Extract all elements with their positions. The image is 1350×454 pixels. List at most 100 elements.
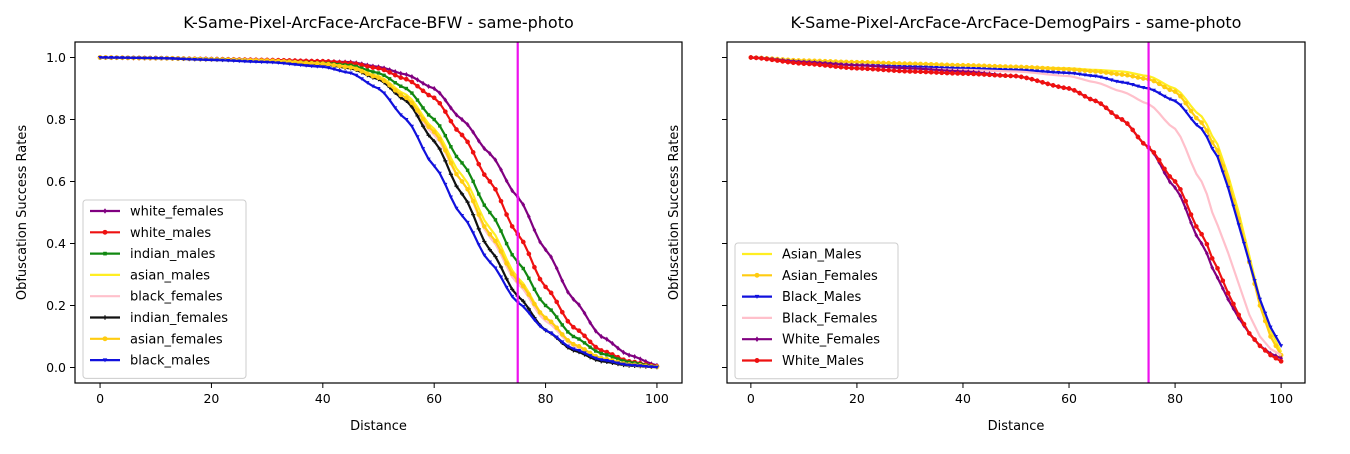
data-point [348,65,353,70]
legend-marker [102,336,108,342]
data-point [426,133,431,138]
data-point [270,60,275,65]
data-point [337,69,342,73]
data-point [1262,318,1268,324]
chart-title: K-Same-Pixel-ArcFace-ArcFace-BFW - same-… [183,13,574,32]
data-point [950,66,955,71]
data-point [1183,198,1189,204]
y-tick-label: 0.0 [46,360,66,375]
data-point [588,354,593,358]
data-point [965,63,971,68]
data-point [971,63,976,68]
data-point [1189,220,1193,226]
legend-label: Asian_Females [782,269,878,284]
data-point [1034,65,1040,71]
data-point [966,66,971,71]
data-point [499,167,503,173]
data-point [833,64,839,69]
legend-label: white_males [130,226,211,241]
data-point [1268,334,1273,339]
data-point [404,86,409,91]
data-point [1236,312,1242,318]
data-point [353,66,359,72]
y-axis-label: Obfuscation Success Rates [15,125,30,300]
data-point [459,191,465,196]
data-point [326,66,331,70]
data-point [97,55,103,60]
data-point [565,338,571,343]
plot-frame [74,41,683,384]
data-point [387,82,392,88]
data-point [415,83,420,89]
data-point [907,61,913,67]
data-point [654,365,660,370]
data-point [537,276,543,282]
data-point [343,70,348,75]
y-tick-label: 0.4 [46,236,66,251]
legend-marker [102,315,108,320]
data-point [881,67,886,73]
data-point [459,132,465,138]
data-point [555,315,559,319]
data-point [354,64,358,69]
legend-entry: Asian_Males [742,248,862,263]
data-point [576,343,582,349]
data-point [392,87,398,93]
data-point [1119,72,1125,77]
data-point [1003,64,1008,69]
data-point [136,56,142,61]
data-point [476,212,482,217]
data-point [443,182,448,187]
x-axis-label: Distance [350,419,407,434]
data-point [471,179,475,184]
data-point [365,81,370,85]
data-point [1162,94,1167,99]
data-point [549,308,553,312]
data-point [582,351,587,356]
legend-entry: asian_females [90,332,223,347]
data-point [398,70,403,77]
data-point [566,330,570,334]
data-point [928,61,934,67]
data-point [549,254,553,260]
x-axis-label: Distance [988,419,1045,434]
data-point [1093,74,1098,79]
data-point [376,66,381,71]
data-point [532,227,537,233]
data-point [593,328,598,334]
data-point [838,64,844,70]
data-point [498,249,504,254]
data-point [1125,81,1130,86]
data-point [415,108,420,113]
data-point [499,229,503,233]
data-point [577,302,581,308]
legend-label: White_Females [782,333,880,348]
data-point [923,69,929,75]
data-point [571,341,576,347]
data-point [981,63,987,69]
data-point [498,264,504,270]
data-point [843,65,849,70]
data-point [621,359,626,363]
data-point [538,297,542,301]
data-point [939,67,944,73]
data-point [1061,85,1067,91]
data-point [532,301,537,307]
data-point [548,319,554,325]
data-point [443,97,448,103]
data-point [554,335,559,340]
data-point [1018,64,1024,70]
data-point [571,334,576,339]
data-point [616,345,620,351]
data-point [198,58,203,62]
data-point [498,198,504,204]
data-point [526,292,532,297]
data-point [1119,80,1125,85]
data-point [1013,73,1019,79]
data-point [1008,68,1013,72]
data-point [209,58,214,63]
data-point [314,61,320,66]
data-point [1273,343,1279,349]
data-point [510,187,514,194]
data-point [1061,66,1067,72]
